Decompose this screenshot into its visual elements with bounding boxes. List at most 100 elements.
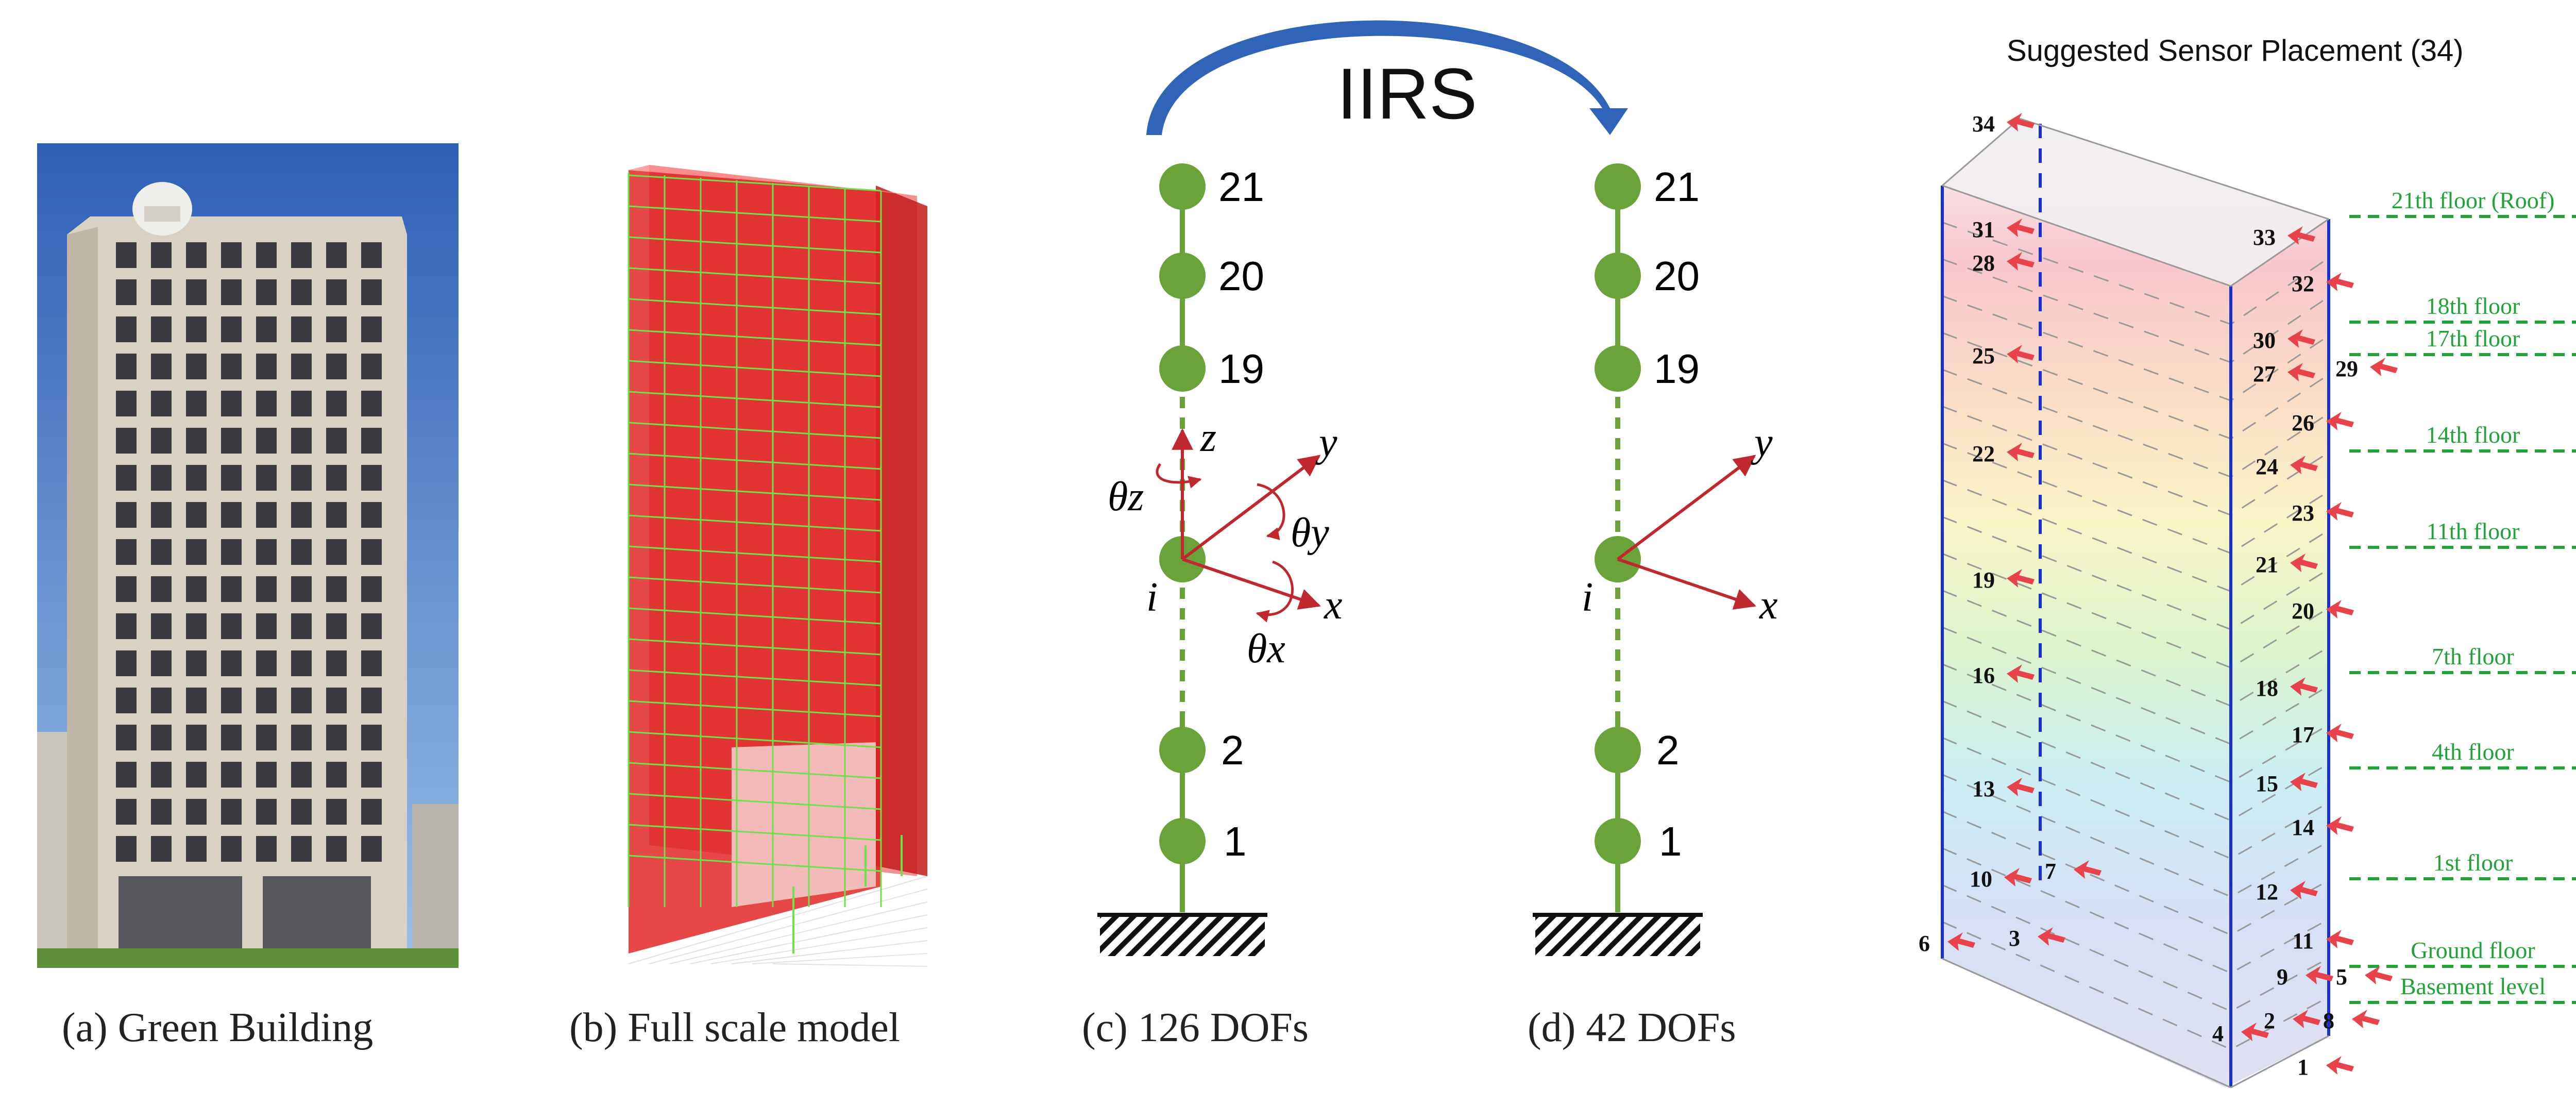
building-window xyxy=(291,836,312,862)
sensor-arrow-icon xyxy=(2326,816,2354,835)
node-label-21: 21 xyxy=(1218,164,1264,210)
sensor-number-label: 9 xyxy=(2277,964,2288,990)
model-ground-line xyxy=(772,963,928,967)
sensor-number-label: 11 xyxy=(2292,928,2314,954)
building-window xyxy=(186,799,207,825)
floor-level-label: Ground floor xyxy=(2411,937,2535,963)
building-window xyxy=(361,613,382,639)
model-floor-line xyxy=(628,360,882,377)
building-window xyxy=(186,688,207,713)
building-window xyxy=(221,279,242,305)
building-window xyxy=(116,762,137,788)
sensor-number-label: 15 xyxy=(2256,771,2278,796)
sensor-number-label: 6 xyxy=(1919,931,1930,956)
building-window xyxy=(361,688,382,713)
building-window xyxy=(256,391,277,416)
sensor-arrow-icon xyxy=(2326,1056,2354,1075)
building-window xyxy=(326,428,347,454)
building-window xyxy=(291,725,312,750)
model-floor-line xyxy=(628,762,882,779)
model-floor-line xyxy=(628,205,882,223)
sensor-arrow-icon xyxy=(2290,554,2318,572)
building-window xyxy=(326,279,347,305)
building-window xyxy=(221,316,242,342)
building-window xyxy=(361,539,382,565)
axis-theta-y-label: θy xyxy=(1291,510,1329,556)
sensor-arrow-icon xyxy=(2007,778,2035,796)
building-window xyxy=(151,316,172,342)
model-floor-line xyxy=(628,731,882,748)
sensor-number-label: 29 xyxy=(2335,356,2358,381)
building-window xyxy=(221,650,242,676)
sensor-arrow-icon xyxy=(2326,600,2354,618)
building-window xyxy=(116,688,137,713)
building-window xyxy=(116,354,137,379)
sensor-number-label: 20 xyxy=(2292,598,2314,624)
building-window xyxy=(151,354,172,379)
sensor-building-frame xyxy=(1941,118,2330,1089)
node-21 xyxy=(1159,163,1206,210)
sensor-floor-line xyxy=(1942,921,2329,1050)
floor-level-label: 21th floor (Roof) xyxy=(2392,187,2555,213)
building-window xyxy=(256,242,277,268)
building-window xyxy=(116,539,137,565)
sensor-arrow-icon xyxy=(2290,773,2318,791)
floor-level-label: 14th floor xyxy=(2426,422,2520,448)
building-window xyxy=(186,725,207,750)
sensor-number-label: 22 xyxy=(1972,441,1995,466)
model-floor-line xyxy=(628,607,882,625)
building-window xyxy=(361,354,382,379)
node-21-reduced xyxy=(1595,163,1641,210)
building-window xyxy=(361,576,382,602)
axis-x-label-reduced: x xyxy=(1759,582,1778,628)
building-window xyxy=(116,242,137,268)
building-window xyxy=(186,836,207,862)
sensor-arrow-icon xyxy=(2326,502,2354,521)
node-label-1-reduced: 1 xyxy=(1659,818,1682,864)
node-label-20-reduced: 20 xyxy=(1654,253,1700,299)
building-window xyxy=(291,539,312,565)
node-label-2-reduced: 2 xyxy=(1656,727,1680,773)
sensor-arrow-icon xyxy=(2290,456,2318,474)
sensor-number-label: 19 xyxy=(1972,567,1995,593)
building-window xyxy=(116,576,137,602)
building-window xyxy=(361,762,382,788)
node-label-2: 2 xyxy=(1221,727,1244,773)
node-label-i-reduced: i xyxy=(1582,575,1593,620)
dof-model-126 xyxy=(1097,163,1321,956)
sensor-number-label: 31 xyxy=(1972,217,1995,242)
building-window xyxy=(151,465,172,491)
sensor-floor-line xyxy=(1942,590,2329,707)
floor-level-label: 7th floor xyxy=(2432,643,2514,670)
building-window xyxy=(116,316,137,342)
building-window xyxy=(291,502,312,528)
sensor-number-label: 27 xyxy=(2253,361,2276,387)
building-window xyxy=(361,502,382,528)
sensor-arrow-icon xyxy=(2074,860,2102,879)
sensor-number-label: 16 xyxy=(1972,663,1995,688)
building-window xyxy=(151,688,172,713)
building-window xyxy=(256,688,277,713)
node-label-i: i xyxy=(1146,575,1158,620)
node-20-reduced xyxy=(1595,253,1641,299)
building-window xyxy=(151,242,172,268)
caption-c: (c) 126 DOFs xyxy=(1082,1005,1309,1050)
sensor-floor-line xyxy=(1942,810,2329,936)
building-window xyxy=(256,836,277,862)
sensor-floor-line xyxy=(1942,737,2329,860)
sensor-arrow-icon xyxy=(2290,881,2318,899)
model-floor-line xyxy=(628,514,882,532)
building-window xyxy=(256,539,277,565)
building-window xyxy=(291,242,312,268)
building-window xyxy=(151,502,172,528)
building-window xyxy=(151,539,172,565)
building-window xyxy=(291,354,312,379)
building-window xyxy=(326,688,347,713)
model-ground-line xyxy=(628,876,928,964)
building-window xyxy=(291,428,312,454)
sensor-arrow-icon xyxy=(2007,664,2035,683)
building-window xyxy=(186,613,207,639)
building-window xyxy=(361,799,382,825)
node-label-20: 20 xyxy=(1218,253,1264,299)
sensor-floor-line xyxy=(1942,847,2329,974)
